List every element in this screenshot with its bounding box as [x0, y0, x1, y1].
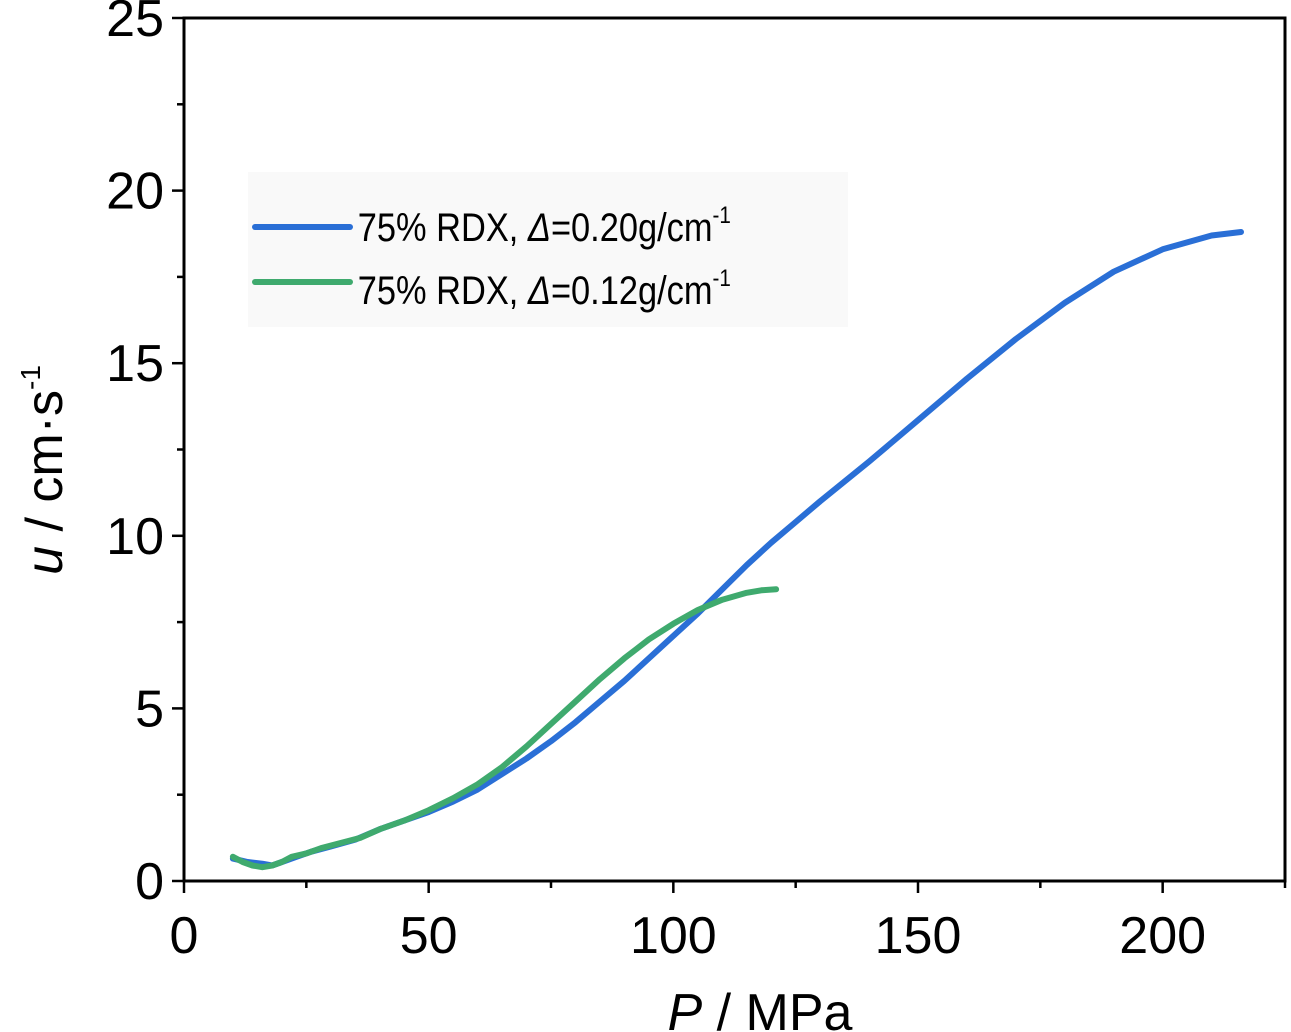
y-tick-label: 15	[106, 335, 164, 393]
y-tick-label: 5	[135, 680, 164, 738]
x-tick-label: 100	[630, 907, 717, 965]
legend: 75% RDX, Δ=0.20g/cm-1 75% RDX, Δ=0.12g/c…	[248, 172, 848, 327]
x-tick-label: 50	[400, 907, 458, 965]
legend-label-series-1: 75% RDX, Δ=0.20g/cm-1	[358, 202, 731, 250]
legend-label-series-2: 75% RDX, Δ=0.12g/cm-1	[358, 265, 731, 313]
legend-box	[248, 172, 848, 327]
plot-frame	[182, 16, 1287, 883]
series-line-1	[229, 229, 1244, 869]
x-tick-label: 0	[170, 907, 199, 965]
series-lines	[229, 229, 1244, 871]
x-tick-label: 150	[875, 907, 962, 965]
axis-ticks	[172, 16, 1287, 893]
y-axis-label: u / cm·s-1	[15, 365, 74, 575]
y-tick-label: 20	[106, 163, 164, 221]
y-tick-label: 10	[106, 508, 164, 566]
y-tick-label: 25	[106, 0, 164, 48]
y-tick-label: 0	[135, 853, 164, 911]
tick-labels: 0 50 100 150 200 0 5 10 15 20 25	[106, 0, 1206, 965]
x-axis-label: P / MPa	[668, 984, 853, 1032]
x-tick-label: 200	[1119, 907, 1206, 965]
series-line-2	[229, 586, 780, 871]
